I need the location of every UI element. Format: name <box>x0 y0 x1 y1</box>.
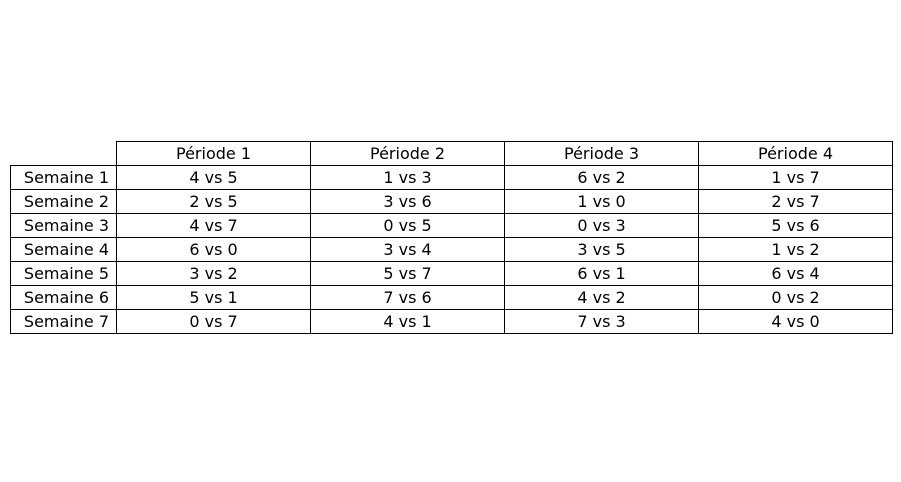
table-cell: 5 vs 1 <box>116 285 311 310</box>
table-cell: 7 vs 6 <box>310 285 505 310</box>
table-cell: 3 vs 4 <box>310 237 505 262</box>
table-row: Semaine 2 2 vs 5 3 vs 6 1 vs 0 2 vs 7 <box>10 189 893 214</box>
table-cell: 3 vs 5 <box>504 237 699 262</box>
table-cell: 6 vs 0 <box>116 237 311 262</box>
column-header: Période 2 <box>310 141 505 166</box>
table-cell: 6 vs 1 <box>504 261 699 286</box>
table-row: Semaine 6 5 vs 1 7 vs 6 4 vs 2 0 vs 2 <box>10 285 893 310</box>
row-header: Semaine 3 <box>10 213 117 238</box>
table-cell: 2 vs 7 <box>698 189 893 214</box>
table-cell: 0 vs 2 <box>698 285 893 310</box>
schedule-table: Période 1 Période 2 Période 3 Période 4 … <box>10 141 893 334</box>
column-header: Période 1 <box>116 141 311 166</box>
table-cell: 0 vs 5 <box>310 213 505 238</box>
table-row: Semaine 1 4 vs 5 1 vs 3 6 vs 2 1 vs 7 <box>10 165 893 190</box>
table-cell: 3 vs 6 <box>310 189 505 214</box>
row-header: Semaine 2 <box>10 189 117 214</box>
table-cell: 4 vs 5 <box>116 165 311 190</box>
table-cell: 1 vs 3 <box>310 165 505 190</box>
row-header: Semaine 7 <box>10 309 117 334</box>
table-cell: 3 vs 2 <box>116 261 311 286</box>
table-row: Semaine 5 3 vs 2 5 vs 7 6 vs 1 6 vs 4 <box>10 261 893 286</box>
row-header: Semaine 4 <box>10 237 117 262</box>
header-row: Période 1 Période 2 Période 3 Période 4 <box>11 141 893 166</box>
table-cell: 6 vs 2 <box>504 165 699 190</box>
table-row: Semaine 7 0 vs 7 4 vs 1 7 vs 3 4 vs 0 <box>10 309 893 334</box>
table-cell: 5 vs 6 <box>698 213 893 238</box>
table-cell: 4 vs 2 <box>504 285 699 310</box>
table-cell: 0 vs 7 <box>116 309 311 334</box>
table-row: Semaine 3 4 vs 7 0 vs 5 0 vs 3 5 vs 6 <box>10 213 893 238</box>
table-cell: 5 vs 7 <box>310 261 505 286</box>
column-header: Période 4 <box>698 141 893 166</box>
table-cell: 7 vs 3 <box>504 309 699 334</box>
table-cell: 4 vs 1 <box>310 309 505 334</box>
table-row: Semaine 4 6 vs 0 3 vs 4 3 vs 5 1 vs 2 <box>10 237 893 262</box>
table-cell: 2 vs 5 <box>116 189 311 214</box>
table-cell: 1 vs 7 <box>698 165 893 190</box>
row-header: Semaine 5 <box>10 261 117 286</box>
table-cell: 1 vs 2 <box>698 237 893 262</box>
row-header: Semaine 1 <box>10 165 117 190</box>
table-cell: 4 vs 0 <box>698 309 893 334</box>
table-cell: 6 vs 4 <box>698 261 893 286</box>
table-cell: 0 vs 3 <box>504 213 699 238</box>
column-header: Période 3 <box>504 141 699 166</box>
row-header: Semaine 6 <box>10 285 117 310</box>
table-cell: 1 vs 0 <box>504 189 699 214</box>
table-cell: 4 vs 7 <box>116 213 311 238</box>
corner-cell <box>11 142 117 166</box>
